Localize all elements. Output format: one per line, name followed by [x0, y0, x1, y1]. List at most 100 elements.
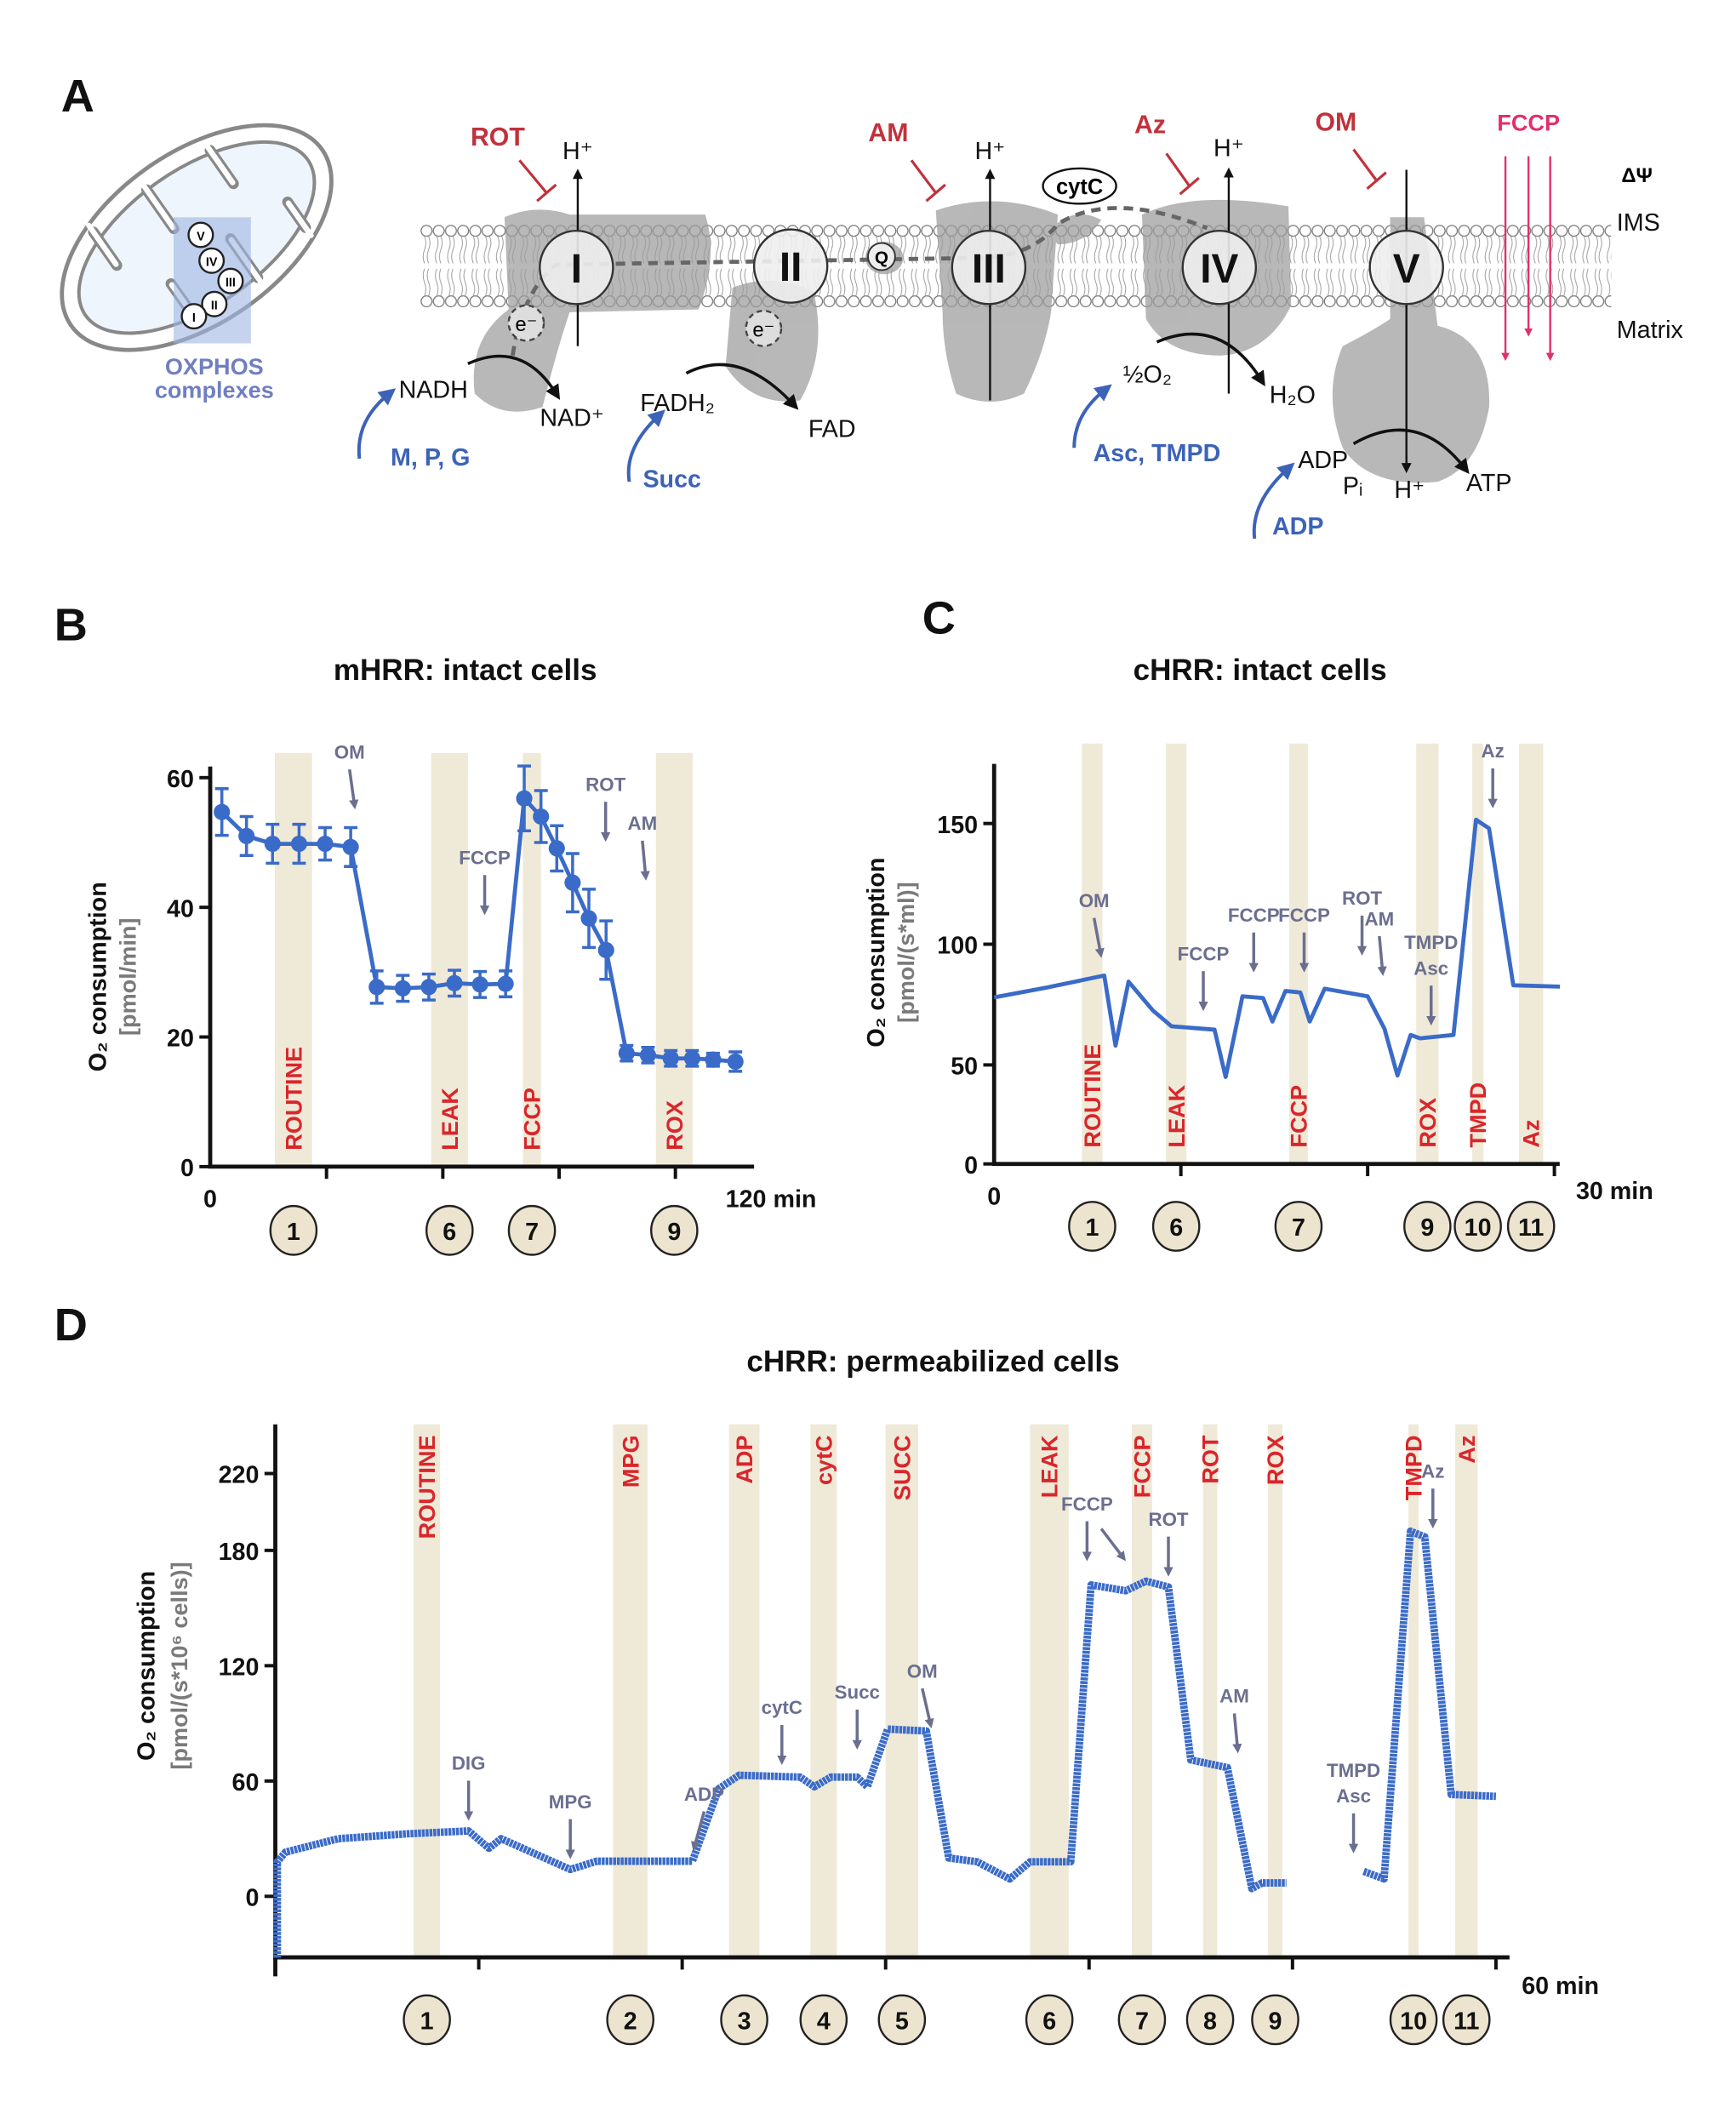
nad-label: NAD⁺: [540, 405, 604, 432]
panel-label-c: C: [922, 593, 956, 644]
band-label: ROX: [1414, 1098, 1441, 1148]
mini-complex-v: V: [197, 230, 205, 243]
inhibitor-am: AM: [868, 119, 908, 147]
protocol-band: [810, 1424, 837, 1958]
ubiquinone-q: Q: [875, 248, 888, 267]
y-tick-label: 60: [232, 1769, 260, 1796]
protocol-band: [1416, 743, 1439, 1164]
y-tick-label: 50: [951, 1054, 978, 1081]
protocol-band: [523, 752, 541, 1167]
annotation-label: cytC: [762, 1697, 802, 1718]
step-marker: [720, 1994, 768, 2046]
complex-iii: III: [972, 247, 1006, 292]
substrate-asc-tmpd: Asc, TMPD: [1094, 440, 1221, 467]
band-label: ROUTINE: [1079, 1044, 1105, 1148]
inhibitor-rot: ROT: [471, 123, 525, 151]
chart-c-ylabel: O₂ consumption: [863, 858, 890, 1048]
step-marker-number: 6: [1042, 2008, 1056, 2036]
cytochrome-c: cytC: [1056, 175, 1103, 199]
inhibitors: ROT AM Az OM FCCP: [471, 108, 1560, 362]
step-marker-number: 4: [817, 2008, 831, 2036]
step-marker-number: 11: [1453, 2008, 1479, 2036]
data-point: [662, 1050, 679, 1067]
step-marker: [606, 1994, 654, 2046]
annotation-label: TMPD: [1327, 1760, 1380, 1781]
y-tick-label: 20: [167, 1025, 194, 1053]
complex-v: V: [1393, 247, 1420, 292]
substrate-succ: Succ: [642, 465, 701, 493]
uncoupler-fccp: FCCP: [1497, 109, 1560, 135]
atp-label: ATP: [1466, 470, 1512, 497]
y-tick-label: 180: [219, 1539, 260, 1566]
band-label: Az: [1453, 1435, 1480, 1463]
step-marker: [507, 1204, 557, 1256]
data-point: [564, 874, 581, 891]
step-marker-number: 7: [1135, 2008, 1149, 2036]
annotation-arrow: [1099, 1528, 1127, 1562]
data-point: [618, 1045, 635, 1062]
step-marker-number: 10: [1400, 2008, 1427, 2036]
x-axis-start-label: 0: [987, 1184, 1001, 1211]
annotation-label: AM: [1219, 1686, 1249, 1707]
step-marker: [1185, 1994, 1235, 2046]
step-marker-number: 9: [1269, 2008, 1282, 2036]
step-marker: [1251, 1994, 1299, 2046]
annotation-arrow: [691, 1811, 706, 1852]
annotation-label: TMPD: [1404, 932, 1458, 953]
band-label: Az: [1518, 1119, 1545, 1147]
y-tick-label: 0: [245, 1885, 259, 1912]
ims-label: IMS: [1617, 209, 1660, 237]
proton-label: H⁺: [975, 138, 1006, 165]
panel-a: A V IV III II I: [60, 71, 1683, 540]
fad-label: FAD: [808, 415, 856, 443]
data-point: [264, 835, 281, 853]
data-point: [580, 910, 597, 927]
step-marker: [799, 1994, 848, 2046]
adp-label: ADP: [1298, 447, 1348, 474]
chart-b-yunit: [pmol/min]: [114, 918, 140, 1036]
band-label: LEAK: [1036, 1435, 1063, 1498]
chart-d-title: cHRR: permeabilized cells: [746, 1345, 1119, 1379]
data-point: [342, 838, 359, 855]
band-label: LEAK: [437, 1088, 463, 1151]
annotation-arrow: [348, 768, 359, 810]
chart-d-yunit: [pmol/(s*10⁶ cells)]: [166, 1562, 192, 1769]
panel-label-d: D: [54, 1299, 88, 1351]
annotation-label: FCCP: [1228, 905, 1280, 926]
step-marker-number: 9: [1420, 1214, 1434, 1242]
band-label: ROX: [1262, 1435, 1288, 1485]
data-point: [317, 835, 334, 853]
y-tick-label: 220: [219, 1462, 260, 1489]
y-tick-label: 120: [219, 1654, 260, 1681]
band-label: TMPD: [1465, 1082, 1491, 1148]
step-marker: [1506, 1201, 1556, 1252]
band-label: FCCP: [1129, 1435, 1156, 1498]
chart-d-ylabel: O₂ consumption: [134, 1571, 161, 1761]
band-label: ADP: [731, 1435, 757, 1483]
annotation-label: AM: [1365, 908, 1395, 929]
membrane-potential-label: ΔΨ: [1621, 164, 1653, 187]
y-tick-label: 0: [964, 1152, 978, 1179]
annotation-label: FCCP: [1278, 905, 1330, 926]
annotation-label: OM: [907, 1660, 938, 1682]
step-marker-number: 9: [667, 1219, 681, 1246]
step-marker: [1403, 1201, 1452, 1252]
step-marker-number: 7: [1292, 1214, 1305, 1242]
step-marker: [1025, 1994, 1074, 2046]
annotation-label: Az: [1421, 1460, 1444, 1482]
data-point: [639, 1047, 656, 1064]
step-marker: [877, 1994, 927, 2046]
band-label: ROUTINE: [414, 1435, 440, 1539]
chart-d-chrr-permeabilized: ROUTINE 1 MPG 2 ADP 3 cytC 4 SUCC 5 LEAK 6 FCCP 7 ROT 8…: [219, 1424, 1599, 2046]
complex-i: I: [571, 247, 582, 292]
annotation-label: Az: [1482, 740, 1505, 762]
protocol-band: [1455, 1424, 1478, 1958]
annotation-label: FCCP: [1061, 1494, 1113, 1515]
data-point: [471, 976, 488, 993]
panel-label-b: B: [54, 600, 88, 651]
step-marker: [1389, 1994, 1438, 2046]
protocol-band: [1202, 1424, 1218, 1958]
band-label: MPG: [617, 1435, 643, 1488]
electron-label: e⁻: [752, 319, 774, 342]
respiratory-complexes: I II III IV V Q cytC e⁻ e⁻: [507, 167, 1444, 347]
